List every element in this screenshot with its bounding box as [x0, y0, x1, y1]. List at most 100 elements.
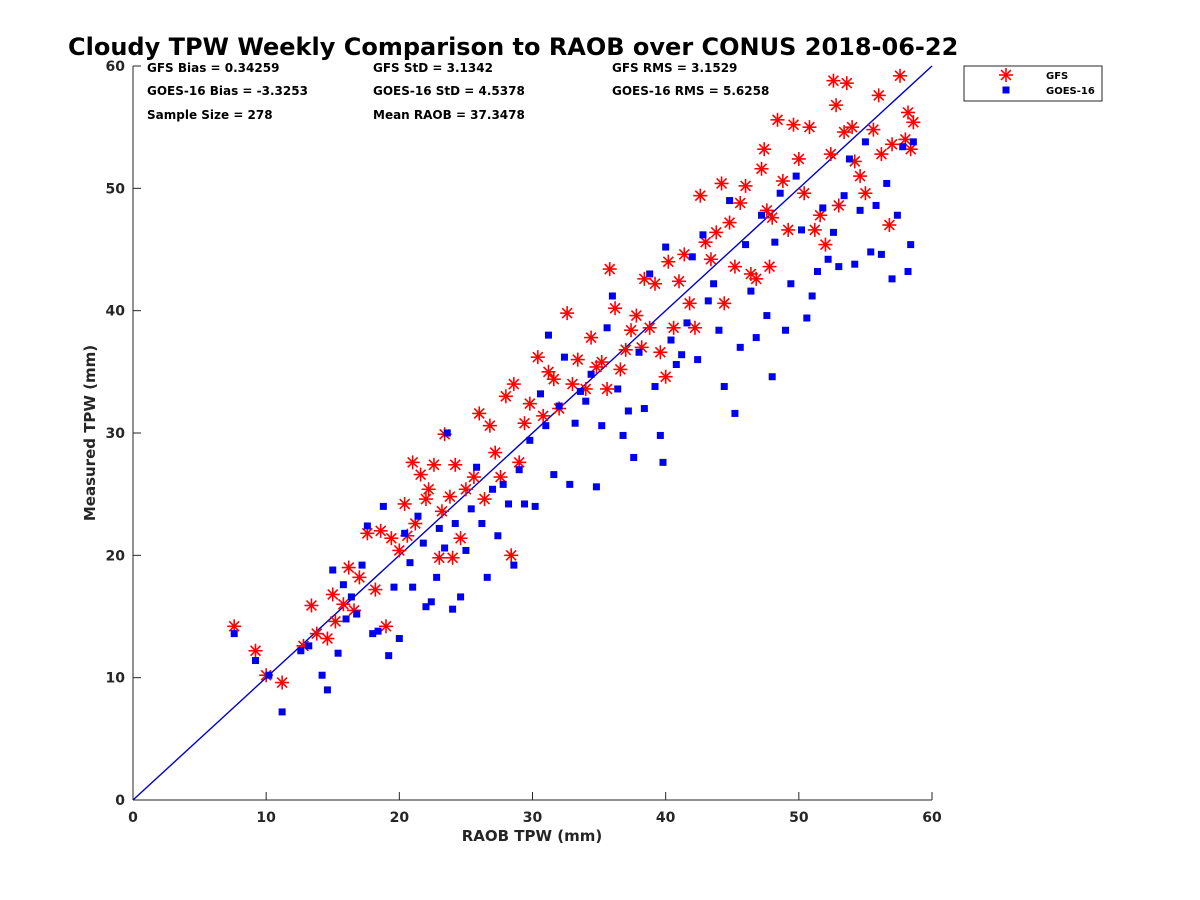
goes16-point	[763, 312, 771, 320]
goes16-point	[656, 431, 664, 439]
y-tick-label: 60	[106, 59, 126, 75]
x-axis-ticks: 0 10 20 30 40 50 60	[128, 792, 942, 826]
gfs-point	[488, 445, 503, 460]
goes16-point	[803, 314, 811, 322]
goes16-point	[297, 647, 305, 655]
goes16-point	[531, 502, 539, 510]
y-tick-label: 50	[106, 181, 126, 197]
goes16-point	[467, 505, 475, 513]
gfs-point	[570, 352, 585, 367]
gfs-point	[797, 186, 812, 201]
goes16-point	[856, 206, 864, 214]
goes16-point	[427, 598, 435, 606]
legend-box	[963, 65, 1103, 102]
x-tick-label: 50	[789, 810, 809, 826]
y-tick-label: 0	[115, 793, 125, 809]
gfs-point	[613, 362, 628, 377]
goes16-series	[230, 138, 917, 716]
gfs-point	[754, 161, 769, 176]
gfs-point	[658, 369, 673, 384]
goes16-point	[742, 241, 750, 249]
gfs-point	[541, 364, 556, 379]
goes16-point	[536, 390, 544, 398]
legend-goes16-label: GOES-16	[1046, 86, 1095, 97]
goes16-point	[265, 671, 273, 679]
stat-sample-size: Sample Size = 278	[147, 108, 273, 122]
goes16-point	[624, 407, 632, 415]
goes16-point	[808, 292, 816, 300]
gfs-point	[506, 377, 521, 392]
gfs-point	[882, 218, 897, 233]
goes16-point	[662, 243, 670, 251]
x-tick-label: 60	[922, 810, 942, 826]
gfs-point	[304, 598, 319, 613]
goes16-point	[526, 436, 534, 444]
goes16-point	[566, 480, 574, 488]
gfs-point	[829, 98, 844, 113]
gfs-point	[693, 188, 708, 203]
gfs-point	[392, 543, 407, 558]
goes16-point	[608, 292, 616, 300]
goes16-point	[406, 559, 414, 567]
goes16-point	[726, 197, 734, 205]
goes16-point	[736, 343, 744, 351]
gfs-point	[818, 237, 833, 252]
x-axis-label: RAOB TPW (mm)	[462, 827, 603, 845]
gfs-point	[379, 619, 394, 634]
goes16-point	[640, 405, 648, 413]
goes16-point	[390, 583, 398, 591]
goes16-point	[819, 204, 827, 212]
gfs-point	[408, 516, 423, 531]
gfs-point	[434, 504, 449, 519]
y-axis-ticks: 0 10 20 30 40 50 60	[106, 59, 141, 809]
gfs-point	[807, 222, 822, 237]
goes16-point	[872, 201, 880, 209]
gfs-point	[770, 112, 785, 127]
goes16-point	[797, 226, 805, 234]
gfs-point	[839, 76, 854, 91]
goes16-point	[419, 539, 427, 547]
gfs-point	[629, 308, 644, 323]
gfs-point	[275, 675, 290, 690]
goes16-point	[904, 268, 912, 276]
goes16-point	[521, 500, 529, 508]
goes16-point	[635, 348, 643, 356]
goes16-point	[451, 520, 459, 528]
legend-goes16-marker-shape	[1002, 86, 1010, 94]
legend-gfs-label: GFS	[1046, 71, 1068, 82]
goes16-point	[646, 270, 654, 278]
gfs-point	[600, 381, 615, 396]
gfs-point	[477, 492, 492, 507]
gfs-point	[530, 350, 545, 365]
goes16-point	[614, 385, 622, 393]
goes16-point	[776, 189, 784, 197]
stat-goes-bias: GOES-16 Bias = -3.3253	[147, 84, 308, 98]
gfs-point	[560, 306, 575, 321]
gfs-point	[320, 631, 335, 646]
stat-gfs-rms: GFS RMS = 3.1529	[612, 61, 737, 75]
goes16-point	[571, 419, 579, 427]
goes16-point	[363, 522, 371, 530]
gfs-point	[517, 416, 532, 431]
goes16-point	[334, 649, 342, 657]
goes16-point	[499, 480, 507, 488]
goes16-point	[587, 370, 595, 378]
goes16-point	[861, 138, 869, 146]
gfs-point	[749, 271, 764, 286]
goes16-point	[683, 319, 691, 327]
gfs-point	[853, 169, 868, 184]
goes16-point	[515, 466, 523, 474]
gfs-point	[885, 137, 900, 152]
gfs-point	[666, 320, 681, 335]
goes16-point	[851, 260, 859, 268]
gfs-point	[648, 276, 663, 291]
gfs-point	[373, 523, 388, 538]
goes16-point	[462, 546, 470, 554]
goes16-point	[252, 657, 260, 665]
gfs-point	[397, 496, 412, 511]
gfs-point	[248, 643, 263, 658]
goes16-point	[329, 566, 337, 574]
gfs-series	[227, 68, 921, 690]
goes16-point	[414, 512, 422, 520]
